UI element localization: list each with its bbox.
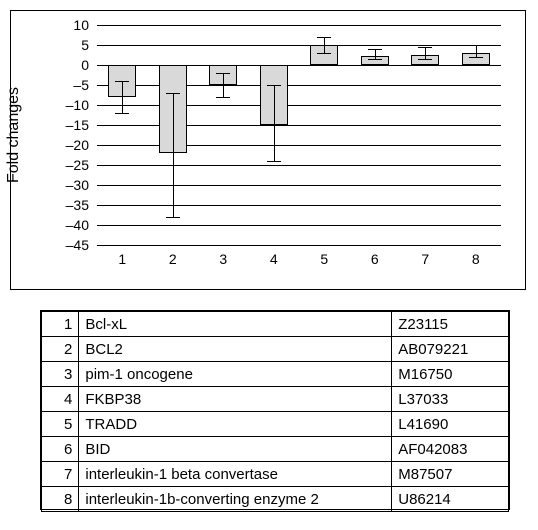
gridline xyxy=(97,245,501,246)
x-tick-label: 5 xyxy=(320,251,328,267)
gridline xyxy=(97,25,501,26)
chart-frame: Fold changes 1050–5–10–15–20–25–30–35–40… xyxy=(10,10,526,290)
legend-table-frame: 1Bcl-xLZ231152BCL2AB0792213pim-1 oncogen… xyxy=(40,310,510,510)
error-cap xyxy=(317,53,331,54)
table-row: 5TRADDL41690 xyxy=(42,412,509,437)
table-row: 7interleukin-1 beta convertaseM87507 xyxy=(42,462,509,487)
gridline xyxy=(97,45,501,46)
table-row: 2BCL2AB079221 xyxy=(42,337,509,362)
cell-name: interleukin-1b-converting enzyme 2 xyxy=(79,487,392,512)
cell-accession: Z23115 xyxy=(392,312,509,337)
error-stem xyxy=(476,45,477,53)
error-cap xyxy=(368,49,382,50)
cell-accession: M16750 xyxy=(392,362,509,387)
x-tick-label: 7 xyxy=(421,251,429,267)
gridline xyxy=(97,65,501,66)
table-row: 6BIDAF042083 xyxy=(42,437,509,462)
error-stem xyxy=(173,153,174,217)
cell-name: BID xyxy=(79,437,392,462)
y-tick-label: 10 xyxy=(11,17,89,33)
cell-name: FKBP38 xyxy=(79,387,392,412)
error-stem xyxy=(425,47,426,55)
y-tick-label: –40 xyxy=(11,217,89,233)
plot-area xyxy=(97,25,501,245)
error-cap xyxy=(418,59,432,60)
y-tick-label: –30 xyxy=(11,177,89,193)
x-tick-label: 6 xyxy=(371,251,379,267)
gridline xyxy=(97,185,501,186)
x-tick-label: 4 xyxy=(270,251,278,267)
error-stem xyxy=(324,45,325,53)
cell-index: 3 xyxy=(42,362,79,387)
y-tick-label: –25 xyxy=(11,157,89,173)
error-cap xyxy=(469,45,483,46)
error-cap xyxy=(115,113,129,114)
error-cap xyxy=(166,93,180,94)
error-cap xyxy=(115,81,129,82)
error-stem xyxy=(173,93,174,153)
x-tick-label: 8 xyxy=(472,251,480,267)
gridline xyxy=(97,105,501,106)
table-row: 3pim-1 oncogeneM16750 xyxy=(42,362,509,387)
cell-name: TRADD xyxy=(79,412,392,437)
error-stem xyxy=(375,49,376,56)
error-stem xyxy=(122,97,123,113)
error-cap xyxy=(166,217,180,218)
error-cap xyxy=(267,161,281,162)
error-cap xyxy=(216,97,230,98)
y-tick-label: –5 xyxy=(11,77,89,93)
legend-tbody: 1Bcl-xLZ231152BCL2AB0792213pim-1 oncogen… xyxy=(42,312,509,512)
y-tick-label: –10 xyxy=(11,97,89,113)
x-tick-label: 1 xyxy=(118,251,126,267)
y-tick-label: –15 xyxy=(11,117,89,133)
gridline xyxy=(97,165,501,166)
cell-name: interleukin-1 beta convertase xyxy=(79,462,392,487)
error-cap xyxy=(368,59,382,60)
error-stem xyxy=(122,81,123,97)
gridline xyxy=(97,205,501,206)
error-cap xyxy=(267,85,281,86)
cell-name: pim-1 oncogene xyxy=(79,362,392,387)
x-tick-label: 3 xyxy=(219,251,227,267)
error-stem xyxy=(274,125,275,161)
cell-index: 4 xyxy=(42,387,79,412)
gridline xyxy=(97,225,501,226)
cell-index: 8 xyxy=(42,487,79,512)
table-row: 8interleukin-1b-converting enzyme 2U8621… xyxy=(42,487,509,512)
gridline xyxy=(97,145,501,146)
table-row: 1Bcl-xLZ23115 xyxy=(42,312,509,337)
y-tick-label: –35 xyxy=(11,197,89,213)
cell-accession: L41690 xyxy=(392,412,509,437)
cell-index: 1 xyxy=(42,312,79,337)
x-tick-label: 2 xyxy=(169,251,177,267)
error-stem xyxy=(324,37,325,45)
cell-accession: L37033 xyxy=(392,387,509,412)
cell-name: Bcl-xL xyxy=(79,312,392,337)
error-cap xyxy=(469,57,483,58)
error-cap xyxy=(418,47,432,48)
cell-index: 5 xyxy=(42,412,79,437)
error-stem xyxy=(274,85,275,125)
error-cap xyxy=(317,37,331,38)
y-tick-label: 0 xyxy=(11,57,89,73)
legend-table: 1Bcl-xLZ231152BCL2AB0792213pim-1 oncogen… xyxy=(41,311,509,512)
error-cap xyxy=(216,73,230,74)
error-stem xyxy=(223,73,224,85)
cell-index: 2 xyxy=(42,337,79,362)
cell-accession: U86214 xyxy=(392,487,509,512)
cell-index: 6 xyxy=(42,437,79,462)
gridline xyxy=(97,85,501,86)
cell-accession: AF042083 xyxy=(392,437,509,462)
error-stem xyxy=(223,85,224,97)
y-tick-label: –45 xyxy=(11,237,89,253)
gridline xyxy=(97,125,501,126)
figure-root: { "chart": { "type": "bar", "ylabel": "F… xyxy=(0,0,538,530)
cell-accession: M87507 xyxy=(392,462,509,487)
cell-name: BCL2 xyxy=(79,337,392,362)
cell-accession: AB079221 xyxy=(392,337,509,362)
y-tick-label: 5 xyxy=(11,37,89,53)
cell-index: 7 xyxy=(42,462,79,487)
y-tick-label: –20 xyxy=(11,137,89,153)
table-row: 4FKBP38L37033 xyxy=(42,387,509,412)
